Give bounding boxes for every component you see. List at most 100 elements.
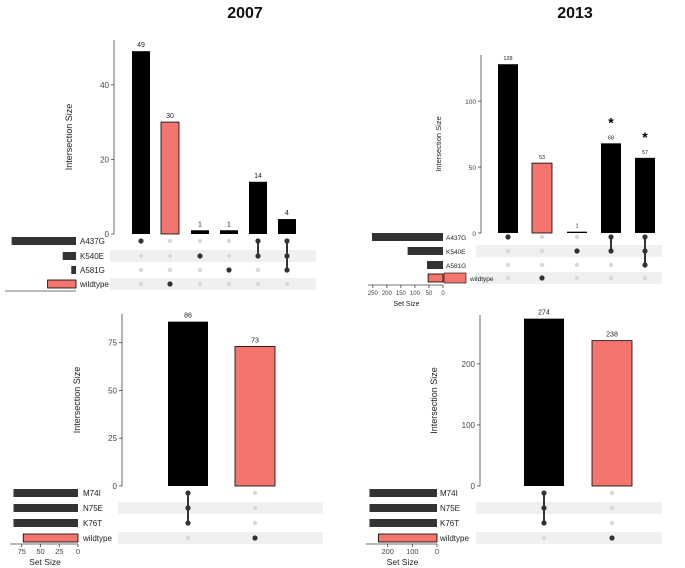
set-size-bar bbox=[22, 533, 79, 543]
matrix-dot-empty bbox=[539, 234, 545, 240]
matrix-dot-filled bbox=[608, 248, 614, 254]
matrix-dot-empty bbox=[252, 490, 258, 496]
set-size-bar bbox=[427, 273, 444, 283]
matrix-dot-empty bbox=[574, 234, 580, 240]
set-label: wildtype bbox=[439, 534, 469, 543]
y-tick-label: 50 bbox=[108, 386, 117, 395]
intersection-value-label: 1 bbox=[227, 221, 231, 228]
set-axis-tick-label: 200 bbox=[381, 547, 394, 556]
matrix-dot-empty bbox=[642, 275, 648, 281]
matrix-dot-filled bbox=[284, 253, 290, 259]
y-tick-label: 40 bbox=[100, 81, 109, 90]
matrix-dot-empty bbox=[138, 253, 144, 259]
set-label: wildtype bbox=[79, 280, 109, 289]
intersection-value-label: 1 bbox=[198, 221, 202, 228]
set-size-bar bbox=[426, 261, 443, 269]
matrix-dot-filled bbox=[138, 238, 144, 244]
set-label: K540E bbox=[80, 252, 104, 261]
matrix-row-stripe bbox=[476, 532, 662, 544]
set-axis-tick-label: 100 bbox=[410, 291, 421, 297]
matrix-dot-empty bbox=[167, 253, 173, 259]
matrix-dot-empty bbox=[252, 505, 258, 511]
matrix-dot-filled bbox=[574, 248, 580, 254]
matrix-dot-filled bbox=[284, 267, 290, 273]
set-axis-label: Set Size bbox=[393, 301, 419, 308]
intersection-bar bbox=[249, 181, 267, 234]
matrix-dot-empty bbox=[138, 267, 144, 273]
y-tick-label: 0 bbox=[472, 231, 476, 238]
significance-star: * bbox=[608, 114, 614, 130]
intersection-bar bbox=[168, 321, 208, 486]
set-label-highlight bbox=[443, 272, 467, 284]
set-size-bar bbox=[11, 237, 77, 245]
set-size-bar bbox=[47, 279, 77, 289]
matrix-row-stripe bbox=[110, 250, 316, 262]
intersection-value-label: 128 bbox=[503, 56, 512, 62]
intersection-value-label: 53 bbox=[539, 155, 545, 161]
matrix-dot-empty bbox=[505, 248, 511, 254]
intersection-bar bbox=[531, 162, 553, 234]
matrix-dot-empty bbox=[197, 267, 203, 273]
intersection-bar bbox=[234, 346, 276, 487]
matrix-dot-empty bbox=[255, 281, 261, 287]
matrix-dot-empty bbox=[226, 281, 232, 287]
intersection-value-label: 238 bbox=[606, 332, 618, 339]
set-axis-tick-label: 0 bbox=[76, 547, 80, 556]
set-axis-label: Set Size bbox=[29, 557, 61, 567]
set-label: M74I bbox=[83, 489, 101, 498]
set-label: N75E bbox=[83, 504, 103, 513]
y-tick-label: 0 bbox=[471, 482, 476, 491]
matrix-dot-empty bbox=[505, 275, 511, 281]
set-size-bar bbox=[407, 247, 443, 255]
matrix-dot-filled bbox=[226, 267, 232, 273]
set-axis-label: Set Size bbox=[387, 557, 419, 567]
set-axis-tick-label: 50 bbox=[36, 547, 44, 556]
y-tick-label: 50 bbox=[469, 165, 477, 172]
intersection-bar bbox=[524, 318, 564, 486]
y-axis-label: Intersection Size bbox=[429, 367, 439, 434]
intersection-bar bbox=[160, 121, 180, 235]
intersection-value-label: 68 bbox=[608, 135, 614, 141]
matrix-dot-filled bbox=[642, 234, 648, 240]
matrix-dot-empty bbox=[539, 262, 545, 268]
set-label: A437G bbox=[446, 235, 466, 242]
intersection-value-label: 1 bbox=[575, 224, 578, 230]
matrix-dot-filled bbox=[541, 490, 547, 496]
upset-panel: 0 25 50 75 Intersection Size 86 73 M74I N75E K76T… bbox=[10, 313, 323, 567]
set-axis-tick-label: 100 bbox=[406, 547, 419, 556]
matrix-dot-empty bbox=[608, 275, 614, 281]
matrix-dot-filled bbox=[252, 535, 258, 541]
matrix-dot-empty bbox=[197, 238, 203, 244]
matrix-dot-empty bbox=[197, 281, 203, 287]
set-axis-tick-label: 250 bbox=[368, 291, 379, 297]
intersection-bar bbox=[591, 340, 633, 487]
y-tick-label: 100 bbox=[462, 421, 476, 430]
matrix-dot-empty bbox=[284, 281, 290, 287]
matrix-dot-filled bbox=[609, 535, 615, 541]
matrix-dot-empty bbox=[609, 505, 615, 511]
matrix-dot-filled bbox=[539, 275, 545, 281]
set-size-bar bbox=[369, 489, 437, 497]
matrix-dot-filled bbox=[642, 248, 648, 254]
matrix-dot-filled bbox=[541, 520, 547, 526]
intersection-bar bbox=[220, 230, 238, 234]
intersection-bar bbox=[601, 143, 621, 233]
y-axis-label: Intersection Size bbox=[64, 104, 74, 171]
y-tick-label: 0 bbox=[113, 482, 118, 491]
intersection-bar bbox=[191, 230, 209, 234]
matrix-dot-empty bbox=[574, 275, 580, 281]
intersection-value-label: 30 bbox=[166, 113, 174, 120]
set-label: A581G bbox=[80, 266, 105, 275]
y-tick-label: 25 bbox=[108, 434, 117, 443]
set-label: K76T bbox=[83, 519, 102, 528]
matrix-dot-filled bbox=[185, 505, 191, 511]
matrix-dot-filled bbox=[197, 253, 203, 259]
set-axis-tick-label: 0 bbox=[435, 547, 439, 556]
matrix-row-stripe bbox=[476, 502, 662, 514]
matrix-dot-filled bbox=[255, 238, 261, 244]
matrix-row-stripe bbox=[476, 245, 662, 257]
upset-panel: 0 100 200 Intersection Size 274 238 M74I N75E K7… bbox=[366, 310, 662, 567]
set-axis-tick-label: 75 bbox=[18, 547, 26, 556]
set-label: K76T bbox=[440, 519, 459, 528]
